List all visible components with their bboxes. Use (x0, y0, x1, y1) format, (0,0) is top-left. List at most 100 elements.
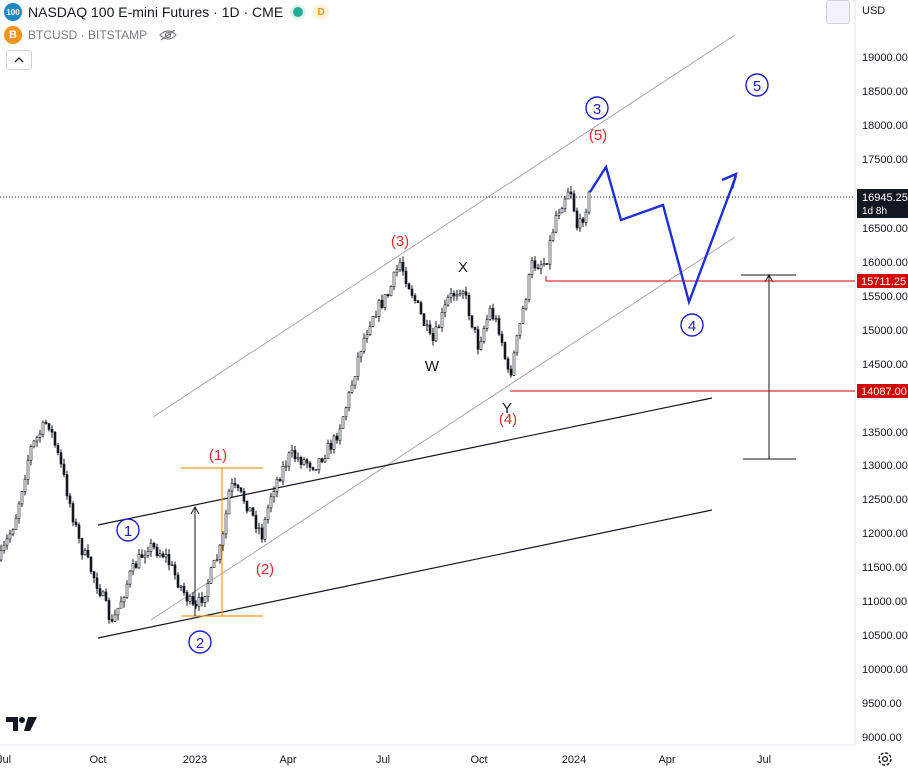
toolbar-toggle-button[interactable] (826, 0, 850, 24)
candle-body (308, 462, 312, 468)
wave-label-paren-4[interactable]: (4) (499, 411, 517, 428)
symbol-title[interactable]: NASDAQ 100 E-mini Futures · 1D · CME (28, 4, 284, 20)
candle-body (416, 300, 420, 303)
svg-text:16945.25: 16945.25 (862, 192, 908, 204)
candle-body (65, 474, 69, 497)
svg-text:4: 4 (688, 318, 696, 335)
candle-body (359, 350, 363, 358)
candle-body (428, 324, 432, 334)
wedge-upper-line[interactable] (97, 397, 713, 526)
candle-body (314, 469, 318, 471)
candle-body (89, 556, 93, 572)
wave-label-circ-2[interactable]: 2 (188, 630, 212, 654)
candle-body (146, 551, 150, 556)
candle-body (332, 435, 336, 450)
candle-body (80, 538, 84, 556)
wave-label-circ-4[interactable]: 4 (680, 313, 704, 337)
candle-body (158, 553, 162, 557)
candle-body (401, 261, 405, 272)
candle-body (191, 596, 195, 605)
candle-body (62, 463, 66, 475)
candle-body (197, 596, 201, 607)
candle-body (485, 318, 489, 329)
lower-channel-line[interactable] (150, 236, 736, 621)
candle-body (107, 600, 111, 620)
candle-body (296, 457, 300, 460)
candle-body (260, 527, 264, 540)
eye-crossed-icon[interactable] (159, 29, 177, 41)
candle-body (389, 286, 393, 297)
wave-label-x[interactable]: X (458, 259, 468, 276)
wave-label-paren-3[interactable]: (3) (391, 233, 409, 250)
candle-body (2, 544, 6, 551)
compare-symbol-label[interactable]: BTCUSD · BITSTAMP (28, 28, 148, 42)
svg-text:1: 1 (124, 523, 132, 540)
time-axis[interactable]: Jul Oct 2023 Apr Jul Oct 2024 Apr Jul (0, 754, 771, 766)
candle-body (371, 316, 375, 327)
market-open-icon (293, 7, 304, 17)
candle-body (452, 292, 456, 297)
candle-body (479, 341, 483, 350)
candle-body (386, 294, 390, 297)
candle-body (554, 215, 558, 233)
wave-label-circ-3[interactable]: 3 (585, 96, 609, 120)
candle-body (566, 191, 570, 200)
candle-body (560, 208, 564, 214)
candle-body (536, 267, 540, 270)
time-tick-label: Apr (658, 754, 675, 766)
currency-label[interactable]: USD (862, 5, 886, 17)
candle-body (188, 596, 192, 602)
candle-body (221, 533, 225, 546)
candle-body (302, 459, 306, 466)
candle-body (53, 431, 57, 446)
candle-body (377, 299, 381, 317)
projection-arrow-icon (721, 171, 738, 190)
svg-text:5: 5 (753, 78, 761, 95)
candle-body (455, 294, 459, 297)
candle-body (50, 428, 54, 433)
candle-body (248, 507, 252, 512)
wave-label-y[interactable]: Y (502, 400, 512, 417)
candle-body (392, 271, 396, 287)
candle-body (362, 337, 366, 352)
candle-body (299, 457, 303, 465)
compare-symbol-row[interactable]: B BTCUSD · BITSTAMP (4, 25, 177, 45)
wave-label-paren-2[interactable]: (2) (256, 561, 274, 578)
price-axis[interactable]: 19000.00 18500.00 18000.00 17500.00 16500.00… (862, 52, 908, 744)
collapse-legend-button[interactable] (6, 50, 32, 70)
wave-label-paren-1[interactable]: (1) (209, 447, 227, 464)
wedge-lower-line[interactable] (97, 509, 713, 639)
time-tick-label: Jul (376, 754, 390, 766)
candle-body (527, 274, 531, 301)
candlestick-series[interactable] (0, 186, 591, 624)
wave-label-paren-5[interactable]: (5) (589, 127, 607, 144)
candle-body (542, 263, 546, 266)
candle-body (32, 440, 36, 447)
gear-icon[interactable] (876, 750, 894, 768)
candle-body (512, 352, 516, 376)
candle-body (152, 542, 156, 548)
candle-body (380, 299, 384, 308)
wave-label-circ-5[interactable]: 5 (745, 73, 769, 97)
candle-body (17, 503, 21, 519)
data-delay-badge[interactable]: D (313, 4, 330, 20)
wave-label-w[interactable]: W (425, 358, 440, 375)
candle-body (521, 308, 525, 324)
wave-projection-path[interactable] (588, 164, 738, 306)
main-symbol-header[interactable]: 100 NASDAQ 100 E-mini Futures · 1D · CME… (4, 2, 330, 22)
wave-label-circ-1[interactable]: 1 (116, 518, 140, 542)
candle-body (488, 308, 492, 320)
candle-body (284, 465, 288, 468)
candle-body (41, 421, 45, 435)
symbol-badge-icon: 100 (4, 3, 22, 21)
candle-body (71, 503, 75, 523)
candle-body (506, 358, 510, 370)
candle-body (74, 521, 78, 526)
candle-body (140, 554, 144, 558)
upper-channel-line[interactable] (152, 34, 736, 418)
candle-body (263, 519, 267, 540)
price-tick-label: 10000.00 (862, 664, 908, 676)
price-tick-label: 13500.00 (862, 427, 908, 439)
candle-body (473, 326, 477, 330)
